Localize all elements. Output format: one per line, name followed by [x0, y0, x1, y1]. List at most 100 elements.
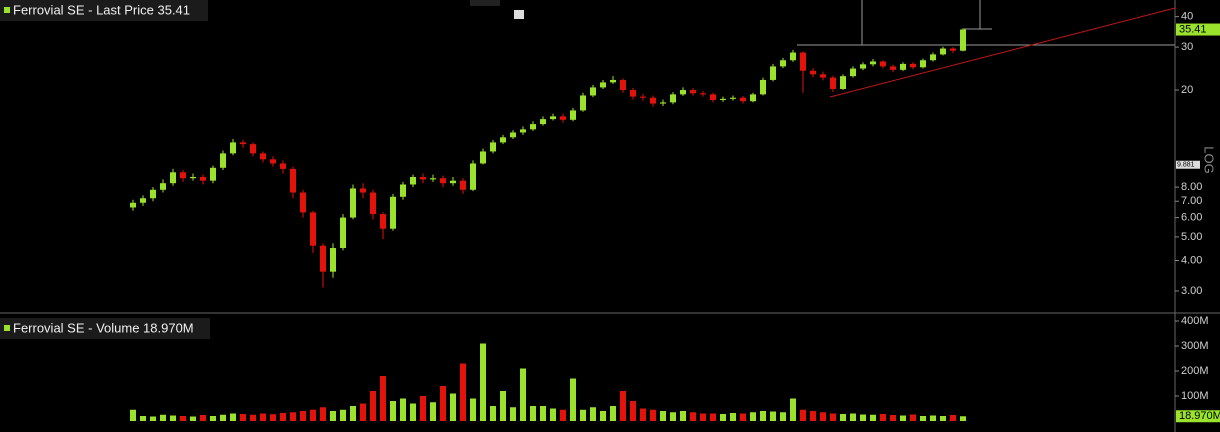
candle-body — [920, 60, 926, 68]
candle-body — [700, 93, 706, 95]
candle-body — [770, 66, 776, 80]
y-tick-label: 8.00 — [1181, 181, 1202, 193]
volume-bar — [420, 396, 426, 421]
volume-bar — [600, 411, 606, 421]
drawings — [797, 0, 1176, 98]
y-tick-label: 5.00 — [1181, 231, 1202, 243]
volume-bar — [550, 408, 556, 421]
y-tick-label: 200M — [1181, 365, 1209, 377]
legend-text: Ferrovial SE - Volume 18.970M — [13, 320, 194, 335]
volume-bar — [360, 403, 366, 421]
candle-body — [640, 96, 646, 98]
candle-body — [810, 70, 816, 75]
volume-bar — [380, 376, 386, 421]
candle-body — [310, 212, 316, 246]
volume-bar — [520, 368, 526, 421]
candle-body — [650, 97, 656, 104]
volume-bar — [230, 413, 236, 421]
candle-body — [240, 142, 246, 145]
candle-body — [340, 217, 346, 249]
candle-body — [160, 183, 166, 190]
candle-body — [210, 167, 216, 181]
volume-bar — [940, 416, 946, 421]
volume-bar — [130, 409, 136, 421]
y-tick-label: 6.00 — [1181, 211, 1202, 223]
candle-body — [860, 64, 866, 69]
candle-body — [720, 98, 726, 101]
volume-bar — [660, 411, 666, 421]
candle-body — [750, 94, 756, 102]
candle-body — [820, 74, 826, 78]
candle-body — [580, 95, 586, 111]
y-tick-label: 4.00 — [1181, 254, 1202, 266]
volume-bar — [680, 411, 686, 421]
volume-bar — [170, 415, 176, 421]
candle-body — [400, 184, 406, 197]
volume-bar — [890, 415, 896, 421]
candle-body — [380, 214, 386, 229]
candle-body — [450, 180, 456, 184]
volume-bar — [610, 406, 616, 421]
volume-bar — [400, 398, 406, 421]
volume-bar — [390, 401, 396, 421]
volume-bar — [700, 413, 706, 421]
toolbar-button[interactable] — [514, 10, 524, 19]
candle-body — [320, 245, 326, 272]
candle-body — [570, 110, 576, 120]
candle-body — [930, 54, 936, 61]
candle-body — [280, 163, 286, 169]
candle-body — [740, 97, 746, 102]
volume-bar — [220, 414, 226, 421]
volume-bar — [860, 414, 866, 421]
volume-bar — [460, 363, 466, 421]
volume-bar — [370, 391, 376, 421]
volume-bar — [200, 415, 206, 421]
trend-line — [829, 7, 1176, 98]
candle-body — [540, 119, 546, 125]
volume-bar — [140, 416, 146, 421]
volume-bar — [510, 407, 516, 421]
volume-bar — [580, 409, 586, 421]
volume-bar — [530, 406, 536, 421]
volume-bar — [270, 414, 276, 421]
y-tick-label: 300M — [1181, 340, 1209, 352]
candle-body — [630, 90, 636, 97]
candle-body — [530, 124, 536, 130]
candle-body — [600, 82, 606, 88]
candle-body — [520, 129, 526, 133]
candle-body — [480, 151, 486, 164]
candle-body — [350, 188, 356, 218]
candle-body — [660, 102, 666, 104]
volume-bar — [670, 412, 676, 421]
candle-body — [130, 202, 136, 208]
candle-body — [150, 189, 156, 199]
candle-body — [680, 90, 686, 95]
volume-bar — [840, 414, 846, 421]
candle-body — [440, 178, 446, 184]
candle-body — [710, 94, 716, 101]
candle-body — [620, 79, 626, 91]
volume-bar — [790, 398, 796, 421]
volume-bar — [560, 409, 566, 421]
volume-bar — [690, 412, 696, 421]
volume-bar — [760, 411, 766, 421]
volume-bar — [480, 343, 486, 421]
toolbar-icons[interactable] — [470, 0, 500, 6]
toolbar — [470, 0, 524, 19]
candle-body — [900, 63, 906, 70]
volume-bar — [410, 403, 416, 421]
volume-bar — [500, 391, 506, 421]
candle-body — [550, 116, 556, 120]
legend-swatch — [4, 7, 10, 13]
volume-bar — [830, 413, 836, 421]
volume-bar — [910, 414, 916, 421]
candle-body — [390, 196, 396, 229]
volume-bar — [300, 411, 306, 421]
candle-body — [270, 159, 276, 164]
candle-body — [490, 142, 496, 152]
volume-bar — [570, 378, 576, 421]
candle-body — [610, 79, 616, 83]
candle-body — [460, 180, 466, 190]
price-flag-label: 35.41 — [1179, 23, 1207, 35]
